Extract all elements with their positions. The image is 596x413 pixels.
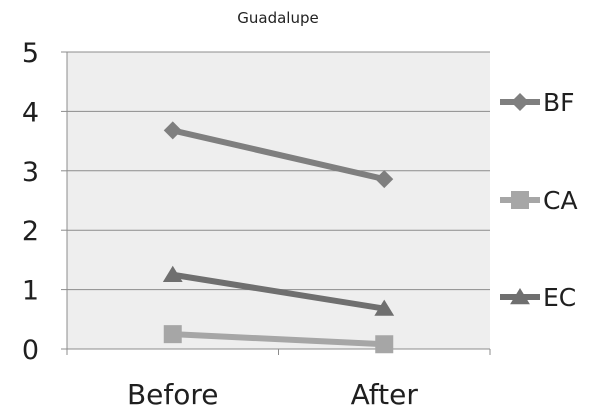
legend-marker-ec (510, 288, 530, 305)
data-point-ca-after (375, 335, 394, 354)
legend: BF CA EC (500, 88, 578, 312)
gridlines (67, 51, 490, 291)
y-tick-label-0: 0 (22, 335, 39, 366)
legend-marker-bf (511, 93, 529, 111)
data-point-ec-after (374, 299, 395, 316)
y-tick-label-4: 4 (22, 97, 39, 128)
y-tick-label-1: 1 (22, 276, 39, 307)
legend-marker-ca (511, 191, 529, 209)
series-line-bf (169, 127, 388, 183)
legend-label-ca: CA (543, 186, 578, 215)
y-tick-label-5: 5 (22, 38, 39, 69)
plot-area-background (67, 52, 490, 349)
x-tick-label-before: Before (127, 378, 219, 411)
series-layer (162, 121, 395, 354)
data-point-ec-before (162, 265, 183, 282)
data-point-bf-before (163, 121, 182, 140)
legend-label-ec: EC (543, 283, 576, 312)
labels: Guadalupe 0 1 2 3 4 5 Before After (22, 9, 419, 411)
chart-title: Guadalupe (237, 9, 318, 27)
axes (61, 51, 491, 355)
data-point-ca-before (163, 325, 182, 344)
x-tick-label-after: After (351, 378, 419, 411)
y-tick-label-2: 2 (22, 216, 39, 247)
data-point-bf-after (375, 170, 394, 189)
series-line-ec (169, 271, 388, 312)
series-line-ca (169, 331, 388, 348)
y-tick-label-3: 3 (22, 157, 39, 188)
legend-label-bf: BF (543, 88, 575, 117)
